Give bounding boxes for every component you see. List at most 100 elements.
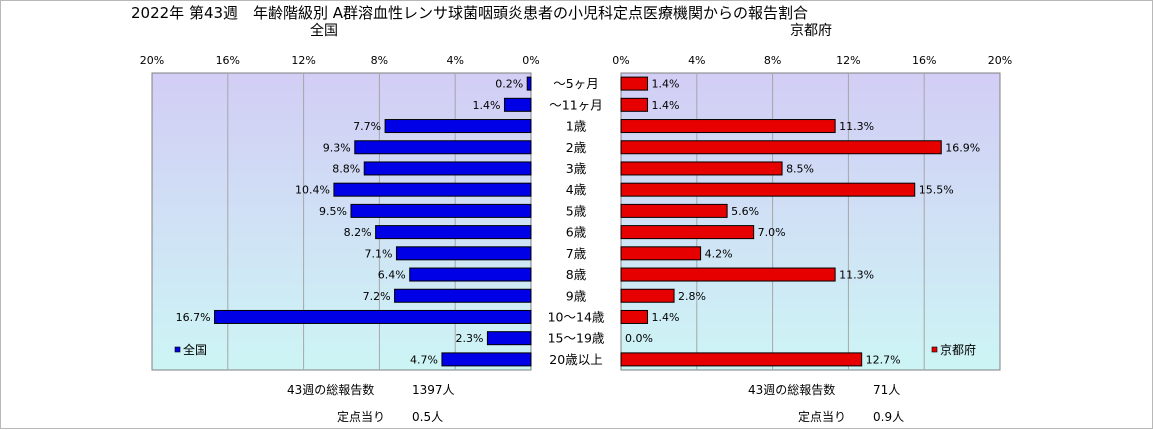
bar-national xyxy=(486,331,532,346)
category-label: 15～19歳 xyxy=(548,331,605,346)
bar-national xyxy=(214,309,532,324)
category-label: 7歳 xyxy=(566,246,587,261)
tick-label-left: 0% xyxy=(522,54,539,67)
data-label-kyoto: 0.0% xyxy=(625,332,653,345)
data-label-national: 9.3% xyxy=(323,141,351,154)
axis-ticks: 0% 0% 4% 4% 8% 8% 12% 12% 16% 16% 20% 20% xyxy=(140,54,1012,67)
legend-national-swatch xyxy=(174,346,181,353)
bar-national xyxy=(395,246,532,261)
bar-kyoto xyxy=(620,140,942,155)
category-labels: ～5ヶ月 ～11ヶ月 1歳 2歳 3歳 4歳 5歳 6歳 7歳 8歳 9歳 10～14歳 15～19歳 2… xyxy=(548,76,605,367)
data-label-national: 1.4% xyxy=(473,99,501,112)
data-label-national: 7.1% xyxy=(365,247,393,260)
category-label: 3歳 xyxy=(566,161,587,176)
category-label: 9歳 xyxy=(566,288,587,303)
legend-national-label: 全国 xyxy=(183,342,207,357)
bar-national xyxy=(363,161,532,176)
bar-national xyxy=(384,119,532,134)
bar-kyoto xyxy=(620,182,916,197)
kyoto-total-value: 71人 xyxy=(873,383,900,397)
bar-kyoto xyxy=(620,288,675,303)
left-plot-area xyxy=(151,72,532,371)
bars xyxy=(214,76,942,367)
bar-national xyxy=(333,182,532,197)
data-label-kyoto: 7.0% xyxy=(758,226,786,239)
bar-national xyxy=(394,288,532,303)
data-label-national: 0.2% xyxy=(495,78,523,91)
category-label: 4歳 xyxy=(566,182,587,197)
data-label-national: 4.7% xyxy=(410,353,438,366)
data-label-national: 6.4% xyxy=(378,269,406,282)
tick-label-left: 20% xyxy=(140,54,164,67)
tick-label-left: 12% xyxy=(291,54,315,67)
data-label-national: 10.4% xyxy=(295,184,330,197)
kyoto-per-site-value: 0.9人 xyxy=(873,410,904,424)
data-label-kyoto: 2.8% xyxy=(678,290,706,303)
bar-kyoto xyxy=(620,119,836,134)
data-label-kyoto: 1.4% xyxy=(652,78,680,91)
data-label-kyoto: 12.7% xyxy=(866,353,901,366)
tick-label-left: 16% xyxy=(216,54,240,67)
data-label-national: 9.5% xyxy=(319,205,347,218)
chart-title: 2022年 第43週 年齢階級別 A群溶血性レンサ球菌咽頭炎患者の小児科定点医療… xyxy=(131,4,808,22)
right-panel-heading: 京都府 xyxy=(790,23,832,39)
national-per-site-value: 0.5人 xyxy=(412,410,443,424)
bar-kyoto xyxy=(620,352,863,367)
left-panel-heading: 全国 xyxy=(310,22,338,39)
right-plot-area xyxy=(620,72,1001,371)
national-per-site-label: 定点当り xyxy=(337,409,385,424)
data-label-kyoto: 4.2% xyxy=(705,247,733,260)
tick-label-right: 20% xyxy=(988,54,1012,67)
data-label-national: 8.8% xyxy=(332,162,360,175)
category-label: 10～14歳 xyxy=(548,309,605,324)
national-total-value: 1397人 xyxy=(412,383,455,397)
tick-label-right: 8% xyxy=(764,54,781,67)
bar-national xyxy=(354,140,532,155)
category-label: 20歳以上 xyxy=(549,352,602,367)
bar-kyoto xyxy=(620,267,836,282)
data-label-kyoto: 8.5% xyxy=(786,162,814,175)
data-label-national: 8.2% xyxy=(344,226,372,239)
tick-label-right: 12% xyxy=(836,54,860,67)
data-label-kyoto: 15.5% xyxy=(919,184,954,197)
data-label-kyoto: 1.4% xyxy=(652,311,680,324)
bar-national xyxy=(503,97,532,112)
data-label-kyoto: 16.9% xyxy=(945,141,980,154)
bar-national xyxy=(409,267,532,282)
tick-label-right: 0% xyxy=(612,54,629,67)
legend-kyoto-label: 京都府 xyxy=(940,342,976,357)
bar-kyoto xyxy=(620,203,728,218)
data-label-kyoto: 11.3% xyxy=(839,269,874,282)
tick-label-left: 4% xyxy=(446,54,463,67)
bar-kyoto xyxy=(620,161,783,176)
legend-kyoto-swatch xyxy=(931,346,938,353)
data-label-national: 7.7% xyxy=(353,120,381,133)
tick-label-left: 8% xyxy=(371,54,388,67)
category-label: 5歳 xyxy=(566,203,587,218)
category-label: 8歳 xyxy=(566,267,587,282)
national-total-label: 43週の総報告数 xyxy=(287,382,374,397)
data-labels: 0.2% 1.4% 1.4% 1.4% 7.7% 11.3% 9.3% 16.9% 8.8% 8.… xyxy=(176,78,981,367)
bar-kyoto xyxy=(620,225,755,240)
bar-national xyxy=(441,352,532,367)
bar-kyoto xyxy=(620,309,649,324)
bar-national xyxy=(375,225,532,240)
data-label-kyoto: 1.4% xyxy=(652,99,680,112)
category-label: 2歳 xyxy=(566,140,587,155)
kyoto-total-label: 43週の総報告数 xyxy=(748,382,835,397)
bar-national xyxy=(526,76,532,91)
category-label: 6歳 xyxy=(566,225,587,240)
category-label: 1歳 xyxy=(566,119,587,134)
legend-national: 全国 xyxy=(174,342,207,357)
legend-kyoto: 京都府 xyxy=(931,342,976,357)
data-label-national: 2.3% xyxy=(455,332,483,345)
data-label-kyoto: 11.3% xyxy=(839,120,874,133)
kyoto-per-site-label: 定点当り xyxy=(798,409,846,424)
bar-kyoto xyxy=(620,97,649,112)
tick-label-right: 4% xyxy=(688,54,705,67)
data-label-kyoto: 5.6% xyxy=(731,205,759,218)
data-label-national: 7.2% xyxy=(363,290,391,303)
data-label-national: 16.7% xyxy=(176,311,211,324)
